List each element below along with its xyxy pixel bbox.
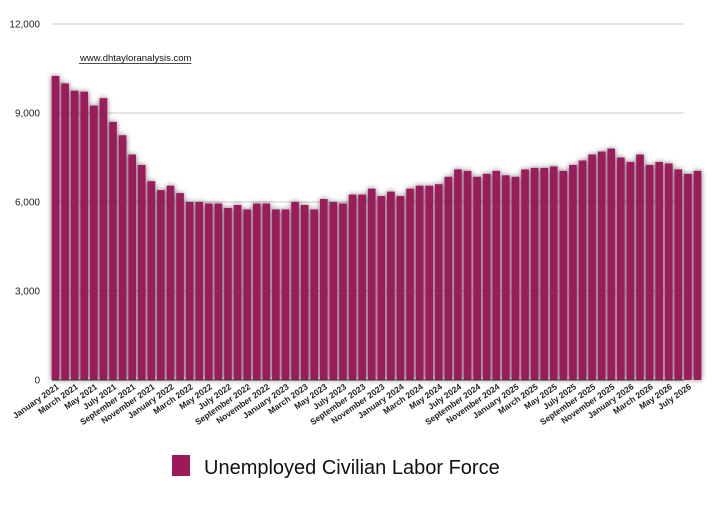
bar bbox=[185, 202, 194, 380]
bar bbox=[166, 185, 175, 380]
y-tick-label: 12,000 bbox=[9, 20, 40, 31]
bar bbox=[147, 181, 156, 380]
bar bbox=[137, 164, 146, 380]
bar bbox=[300, 204, 309, 380]
bar bbox=[99, 98, 108, 381]
bar bbox=[664, 163, 673, 380]
bar bbox=[530, 167, 539, 380]
legend-label: Unemployed Civilian Labor Force bbox=[204, 457, 500, 479]
bar bbox=[588, 154, 596, 380]
y-tick-label: 3,000 bbox=[15, 287, 40, 298]
bar bbox=[540, 167, 549, 380]
bar bbox=[291, 202, 299, 380]
bar bbox=[204, 203, 213, 380]
bar bbox=[61, 83, 69, 380]
bar bbox=[396, 196, 405, 380]
bar bbox=[329, 202, 338, 380]
bar bbox=[578, 160, 587, 380]
bar bbox=[463, 170, 472, 380]
y-axis: 0 3,000 6,000 9,000 12,000 bbox=[9, 20, 40, 387]
bar bbox=[502, 175, 510, 380]
bar bbox=[549, 166, 558, 380]
bar bbox=[454, 169, 462, 380]
bar bbox=[243, 209, 251, 380]
bar bbox=[626, 161, 635, 380]
bar bbox=[262, 203, 271, 380]
bar bbox=[645, 164, 654, 380]
bar bbox=[636, 154, 644, 380]
bar bbox=[674, 169, 683, 380]
bar bbox=[597, 151, 606, 380]
bar bbox=[367, 188, 376, 380]
bar bbox=[569, 164, 577, 380]
bar bbox=[80, 91, 89, 380]
bar bbox=[406, 188, 414, 380]
bar bbox=[473, 176, 481, 380]
bar bbox=[607, 148, 616, 380]
bar bbox=[310, 209, 319, 380]
bar bbox=[492, 170, 501, 380]
bar bbox=[617, 157, 625, 380]
bar bbox=[693, 170, 702, 380]
bar bbox=[348, 194, 357, 380]
bar bbox=[319, 199, 328, 380]
bar bbox=[655, 161, 664, 380]
bar bbox=[224, 207, 232, 380]
bar bbox=[157, 190, 165, 380]
bar bbox=[559, 170, 568, 380]
bars bbox=[51, 75, 702, 381]
bar bbox=[684, 173, 692, 380]
bar bbox=[434, 184, 443, 380]
bar bbox=[252, 203, 261, 380]
bar bbox=[415, 185, 424, 380]
bar bbox=[281, 209, 290, 380]
bar bbox=[176, 193, 184, 380]
bar bbox=[195, 202, 204, 380]
bar bbox=[425, 185, 434, 380]
bar bbox=[377, 196, 386, 380]
legend: Unemployed Civilian Labor Force bbox=[172, 455, 500, 479]
source-text: www.dhtayloranalysis.com bbox=[79, 53, 191, 64]
bar bbox=[90, 105, 98, 380]
bar bbox=[444, 176, 453, 380]
bar bbox=[272, 209, 280, 380]
bar bbox=[358, 194, 366, 380]
bar bbox=[233, 204, 242, 380]
bar bbox=[387, 191, 395, 380]
y-tick-label: 9,000 bbox=[15, 109, 40, 120]
y-tick-label: 0 bbox=[34, 376, 40, 387]
bar bbox=[214, 203, 223, 380]
bar bbox=[511, 176, 520, 380]
y-tick-label: 6,000 bbox=[15, 198, 40, 209]
bar bbox=[118, 135, 127, 380]
bar bbox=[339, 203, 347, 380]
bar bbox=[70, 90, 79, 380]
bar bbox=[521, 169, 529, 380]
legend-swatch bbox=[172, 455, 190, 476]
bar bbox=[51, 75, 60, 381]
bar bbox=[482, 173, 491, 380]
bar bbox=[128, 154, 136, 380]
bar bbox=[109, 121, 117, 381]
